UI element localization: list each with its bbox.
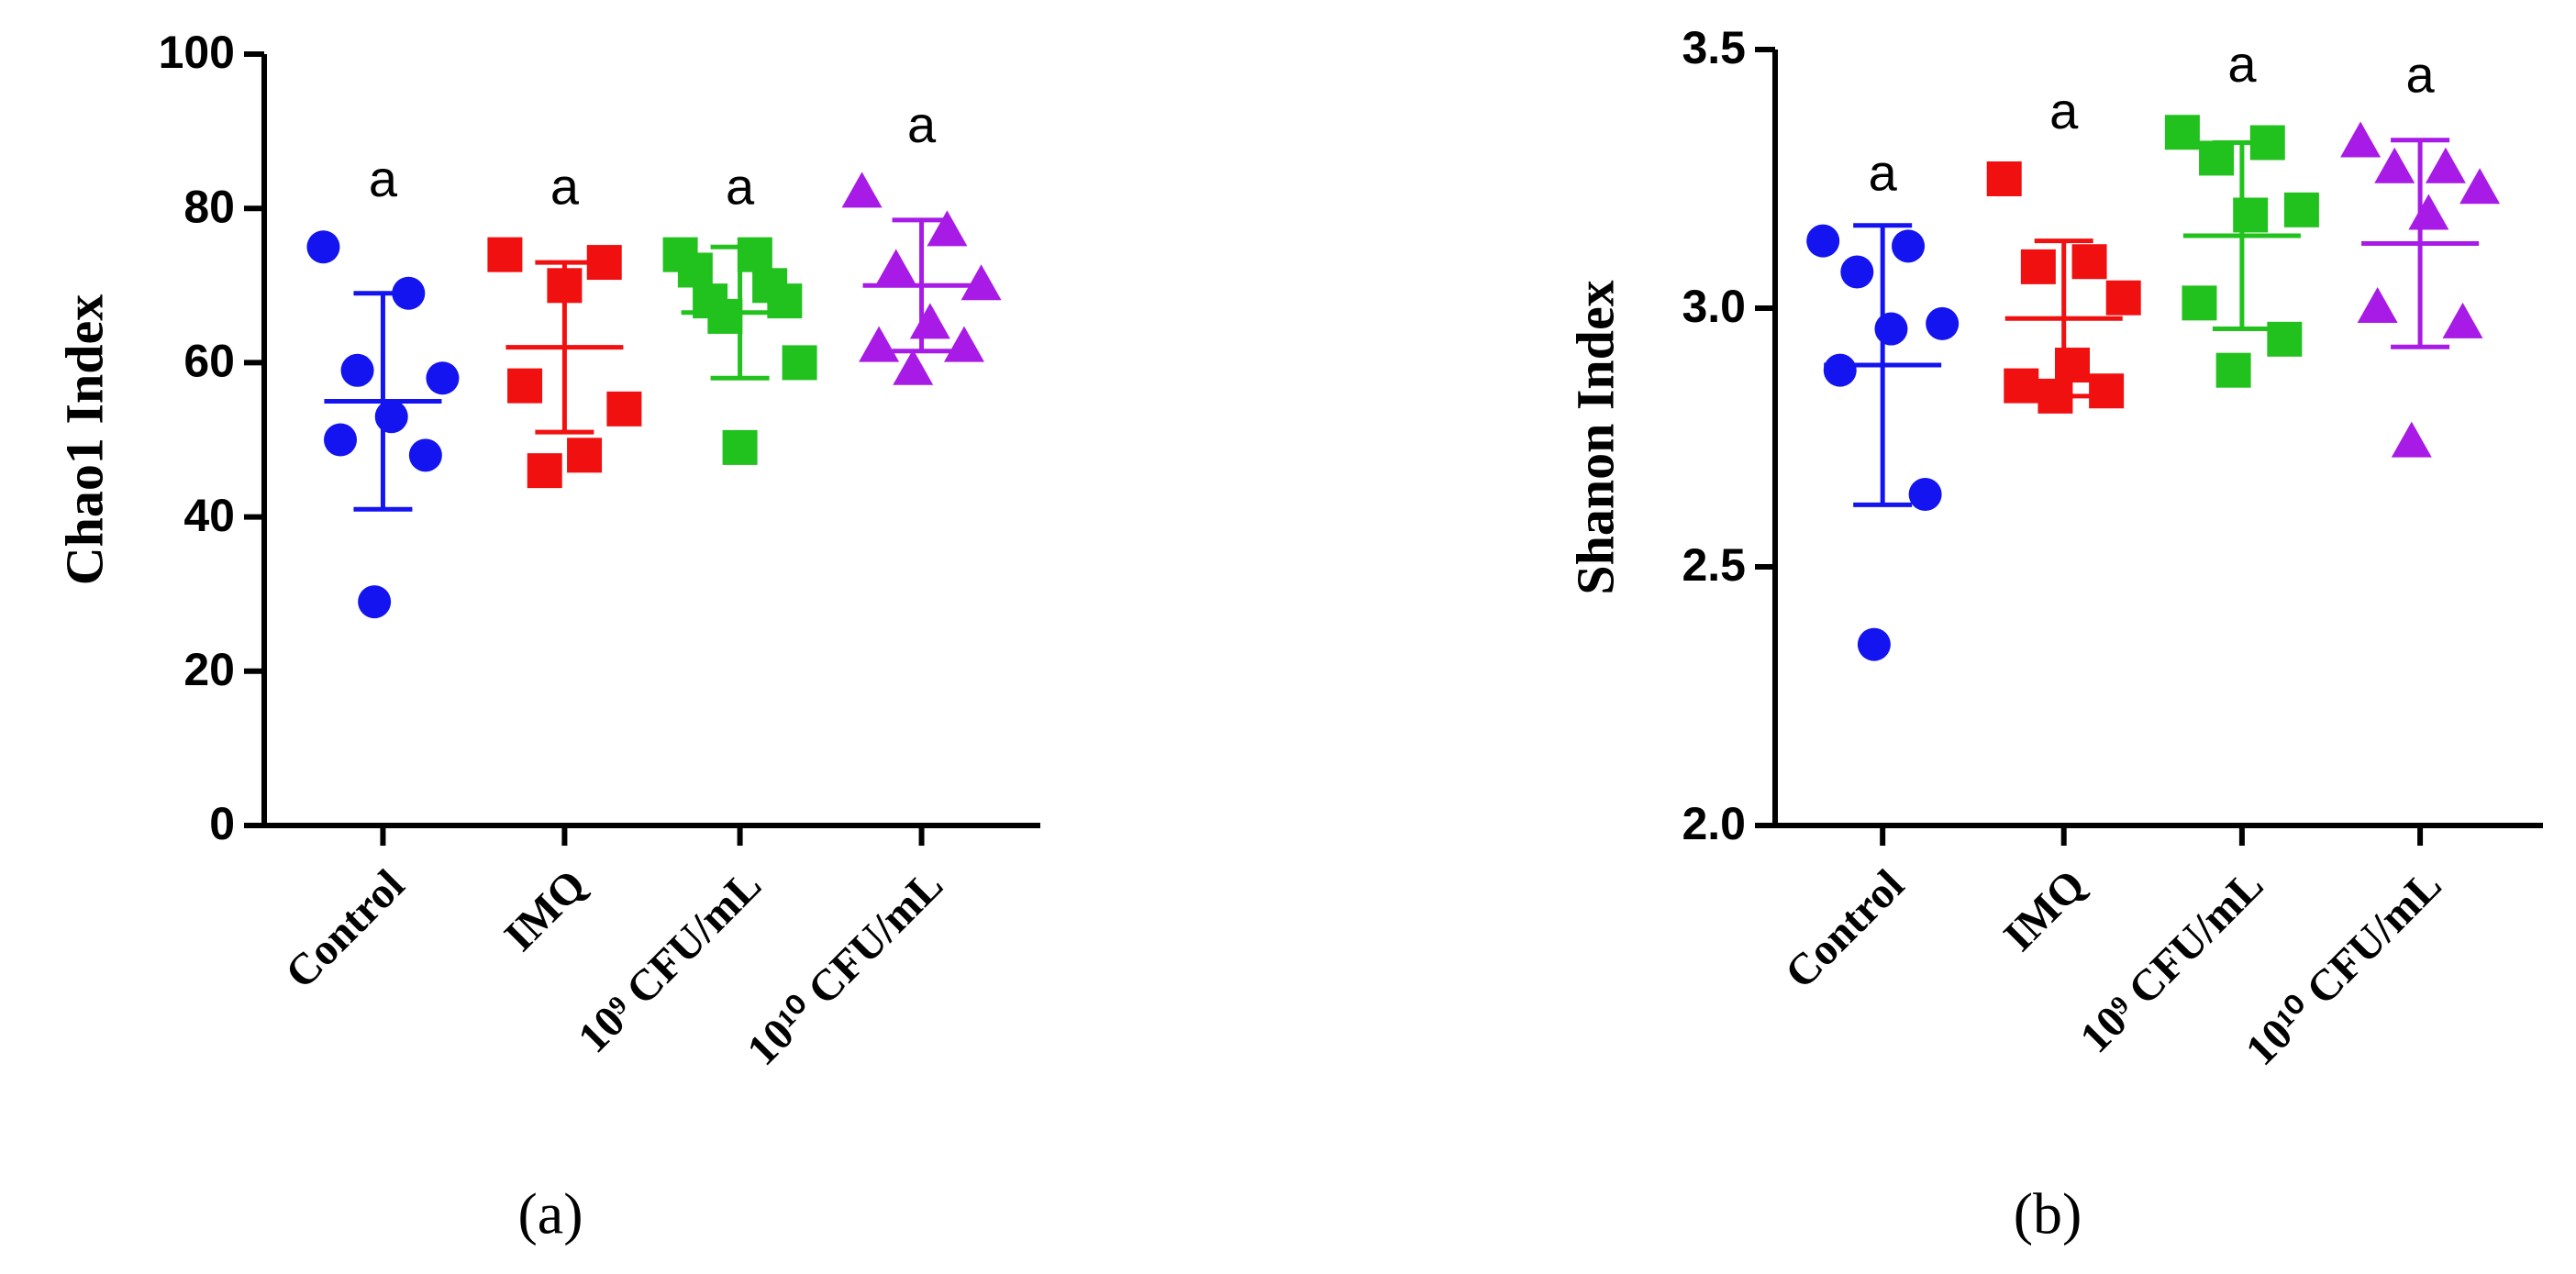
data-point (943, 326, 984, 362)
y-tick-label: 3.0 (1682, 281, 1746, 332)
data-point (737, 237, 772, 272)
significance-label: a (2227, 35, 2257, 93)
data-point (2199, 140, 2235, 176)
data-point (408, 438, 442, 472)
significance-label: a (2406, 45, 2436, 103)
data-point (487, 237, 523, 272)
panel-label: (a) (517, 1181, 583, 1246)
data-point (358, 585, 392, 619)
data-point (841, 172, 883, 208)
y-tick-label: 3.5 (1682, 22, 1746, 73)
data-point (2071, 244, 2107, 280)
significance-label: a (1869, 143, 1898, 201)
x-tick-label: IMQ (1994, 860, 2094, 960)
significance-label: a (726, 157, 755, 215)
data-point (426, 361, 460, 395)
data-point (677, 252, 713, 288)
significance-label: a (2049, 82, 2079, 139)
data-point (2283, 192, 2319, 227)
data-point (1857, 627, 1891, 661)
significance-label: a (550, 157, 580, 215)
data-point (782, 345, 817, 381)
data-point (2020, 249, 2056, 284)
data-point (2459, 168, 2501, 205)
data-point (875, 249, 916, 285)
data-point (2374, 147, 2415, 183)
data-point (2164, 115, 2200, 150)
data-point (1926, 306, 1960, 340)
data-point (2408, 194, 2449, 230)
x-tick-label: Control (276, 860, 414, 998)
y-tick-label: 0 (209, 798, 235, 849)
data-point (893, 349, 934, 385)
data-point (2004, 368, 2039, 404)
y-axis-label: Shanon Index (1565, 280, 1625, 594)
data-point (527, 453, 562, 489)
data-point (2267, 321, 2303, 357)
data-point (2425, 147, 2466, 183)
y-axis-label: Chao1 Index (54, 294, 114, 585)
data-point (927, 210, 968, 247)
data-point (909, 303, 950, 339)
data-point (567, 438, 603, 473)
data-point (1892, 229, 1926, 263)
data-point (2054, 348, 2090, 383)
data-point (2391, 421, 2432, 458)
data-point (606, 391, 642, 427)
panel-label: (b) (2014, 1181, 2082, 1246)
data-point (2357, 287, 2398, 323)
data-point (960, 264, 1002, 301)
data-point (340, 353, 374, 387)
data-point (2340, 121, 2382, 158)
data-point (1908, 478, 1942, 512)
data-point (306, 230, 340, 264)
y-tick-label: 2.5 (1682, 539, 1746, 591)
data-point (2105, 280, 2141, 316)
x-tick-label: IMQ (495, 860, 595, 960)
data-point (2182, 285, 2217, 321)
y-tick-label: 20 (183, 644, 235, 695)
data-point (2089, 373, 2125, 409)
x-tick-label: 10¹⁰ CFU/mL (738, 860, 952, 1075)
significance-label: a (369, 150, 398, 207)
data-point (1986, 161, 2022, 196)
data-point (859, 326, 900, 362)
data-point (707, 298, 743, 334)
significance-label: a (907, 95, 937, 153)
y-tick-label: 40 (183, 490, 235, 541)
data-point (2215, 352, 2251, 388)
data-point (1806, 224, 1840, 258)
data-point (1840, 255, 1874, 289)
data-point (2233, 197, 2269, 233)
data-point (374, 400, 408, 434)
y-tick-label: 80 (183, 181, 235, 232)
data-point (1823, 353, 1857, 387)
data-point (722, 429, 758, 465)
data-point (324, 423, 358, 457)
data-point (507, 368, 543, 404)
y-tick-label: 2.0 (1682, 798, 1746, 849)
data-point (2442, 302, 2483, 338)
data-point (1874, 312, 1908, 346)
x-tick-label: 10⁹ CFU/mL (569, 860, 771, 1062)
y-tick-label: 100 (159, 27, 235, 78)
x-tick-label: Control (1776, 860, 1914, 998)
x-tick-label: 10⁹ CFU/mL (2071, 860, 2272, 1062)
y-tick-label: 60 (183, 336, 235, 387)
